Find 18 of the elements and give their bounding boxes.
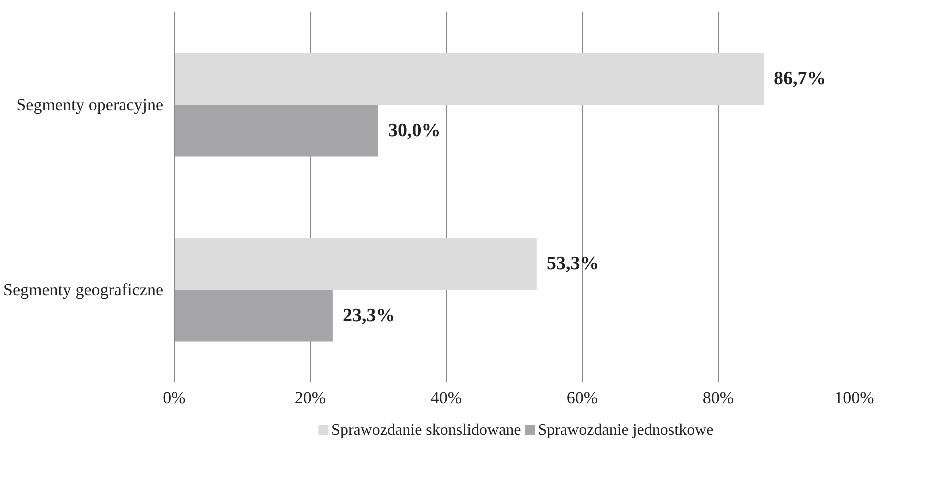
y-tick-label: Segmenty operacyjne: [16, 96, 164, 114]
y-tick-label: Segmenty geograficzne: [3, 280, 164, 300]
data-label: 86,7%: [774, 68, 826, 90]
bar: [174, 53, 764, 105]
legend-label: Sprawozdanie jednostkowe: [538, 422, 714, 439]
x-tick-label: 100%: [834, 388, 874, 408]
x-tick-label: 60%: [566, 388, 598, 408]
x-tick-label: 40%: [430, 388, 462, 408]
data-label: 23,3%: [342, 305, 396, 326]
bar: [174, 238, 537, 290]
bar: [174, 105, 378, 157]
bar: [174, 290, 333, 342]
data-label: 53,3%: [546, 254, 600, 275]
x-tick-label: 80%: [702, 388, 734, 408]
x-tick-label: 0%: [163, 388, 186, 408]
x-tick-label: 20%: [294, 388, 326, 408]
legend-label: Sprawozdanie skonslidowane: [332, 422, 522, 439]
data-label: 30,0%: [388, 120, 441, 142]
